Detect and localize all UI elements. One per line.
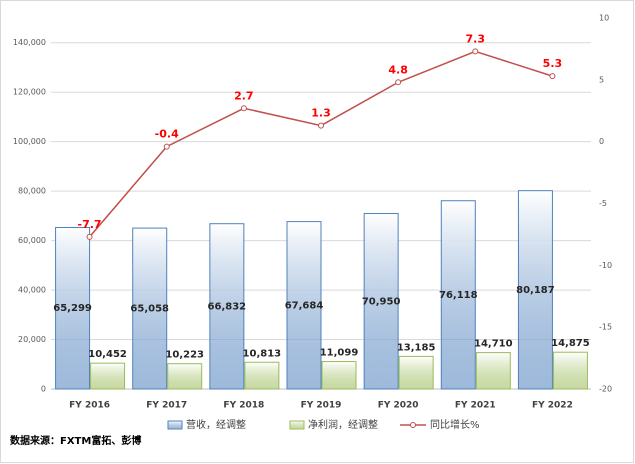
source-note: 数据来源：FXTM富拓、彭博 bbox=[10, 434, 141, 447]
line-marker bbox=[163, 143, 170, 150]
value-label: 10,813 bbox=[243, 348, 282, 359]
y2-tick-label: -20 bbox=[599, 385, 612, 394]
bar bbox=[517, 190, 553, 390]
bar bbox=[90, 362, 126, 390]
y2-tick-label: -5 bbox=[599, 199, 607, 208]
value-label: 11,099 bbox=[320, 348, 359, 359]
value-label: 1.3 bbox=[311, 107, 331, 120]
legend-swatch bbox=[167, 420, 183, 430]
value-label: 5.3 bbox=[543, 57, 563, 70]
bar bbox=[363, 213, 399, 390]
y2-tick-label: 5 bbox=[599, 75, 604, 84]
y2-tick-label: 0 bbox=[599, 137, 604, 146]
value-label: 67,684 bbox=[285, 300, 324, 311]
y-tick-label: 140,000 bbox=[13, 38, 46, 47]
x-tick-label: FY 2022 bbox=[532, 401, 573, 411]
legend-label: 净利润，经调整 bbox=[308, 418, 378, 431]
value-label: 14,710 bbox=[474, 339, 513, 350]
x-tick-label: FY 2021 bbox=[455, 401, 496, 411]
y2-tick-label: 10 bbox=[599, 14, 609, 23]
x-tick-label: FY 2018 bbox=[223, 401, 264, 411]
bar bbox=[132, 227, 168, 390]
bar bbox=[209, 223, 245, 390]
bar bbox=[55, 226, 91, 390]
legend-swatch bbox=[410, 422, 416, 428]
value-label: 66,832 bbox=[208, 301, 247, 312]
value-label: 65,058 bbox=[130, 304, 169, 315]
value-label: 10,452 bbox=[88, 349, 127, 360]
line-marker bbox=[472, 48, 479, 55]
value-label: -7.7 bbox=[78, 218, 102, 231]
value-label: 80,187 bbox=[516, 285, 555, 296]
value-label: 7.3 bbox=[466, 32, 486, 45]
value-label: -0.4 bbox=[155, 128, 179, 141]
value-label: 76,118 bbox=[439, 290, 478, 301]
line-marker bbox=[86, 233, 93, 240]
x-tick-label: FY 2019 bbox=[301, 401, 342, 411]
value-label: 13,185 bbox=[397, 342, 436, 353]
line-marker bbox=[318, 122, 324, 129]
y-tick-label: 40,000 bbox=[18, 286, 46, 295]
value-label: 70,950 bbox=[362, 296, 401, 307]
bar bbox=[475, 352, 511, 390]
bar bbox=[321, 361, 357, 390]
legend-swatch bbox=[289, 420, 305, 430]
line-marker bbox=[240, 105, 247, 112]
line-marker bbox=[395, 79, 402, 86]
x-tick-label: FY 2020 bbox=[378, 401, 419, 411]
y-tick-label: 100,000 bbox=[13, 137, 46, 146]
line-marker bbox=[549, 73, 556, 80]
bar bbox=[552, 351, 588, 390]
y-tick-label: 0 bbox=[41, 385, 46, 394]
legend-label: 同比增长% bbox=[430, 418, 480, 431]
bar bbox=[244, 361, 280, 390]
bar bbox=[167, 363, 203, 390]
x-tick-label: FY 2016 bbox=[69, 401, 110, 411]
legend-label: 营收，经调整 bbox=[186, 418, 246, 431]
y-tick-label: 20,000 bbox=[18, 335, 46, 344]
bar bbox=[440, 200, 476, 390]
value-label: 14,875 bbox=[551, 338, 590, 349]
value-label: 4.8 bbox=[388, 63, 408, 76]
x-tick-label: FY 2017 bbox=[146, 401, 187, 411]
y2-tick-label: -15 bbox=[599, 323, 612, 332]
y-tick-label: 120,000 bbox=[13, 88, 46, 97]
y2-tick-label: -10 bbox=[599, 261, 612, 270]
bar bbox=[286, 221, 322, 390]
value-label: 10,223 bbox=[165, 350, 204, 361]
bar bbox=[398, 355, 434, 390]
y-tick-label: 60,000 bbox=[18, 236, 46, 245]
value-label: 2.7 bbox=[234, 89, 254, 102]
value-label: 65,299 bbox=[53, 303, 92, 314]
y-tick-label: 80,000 bbox=[18, 187, 46, 196]
